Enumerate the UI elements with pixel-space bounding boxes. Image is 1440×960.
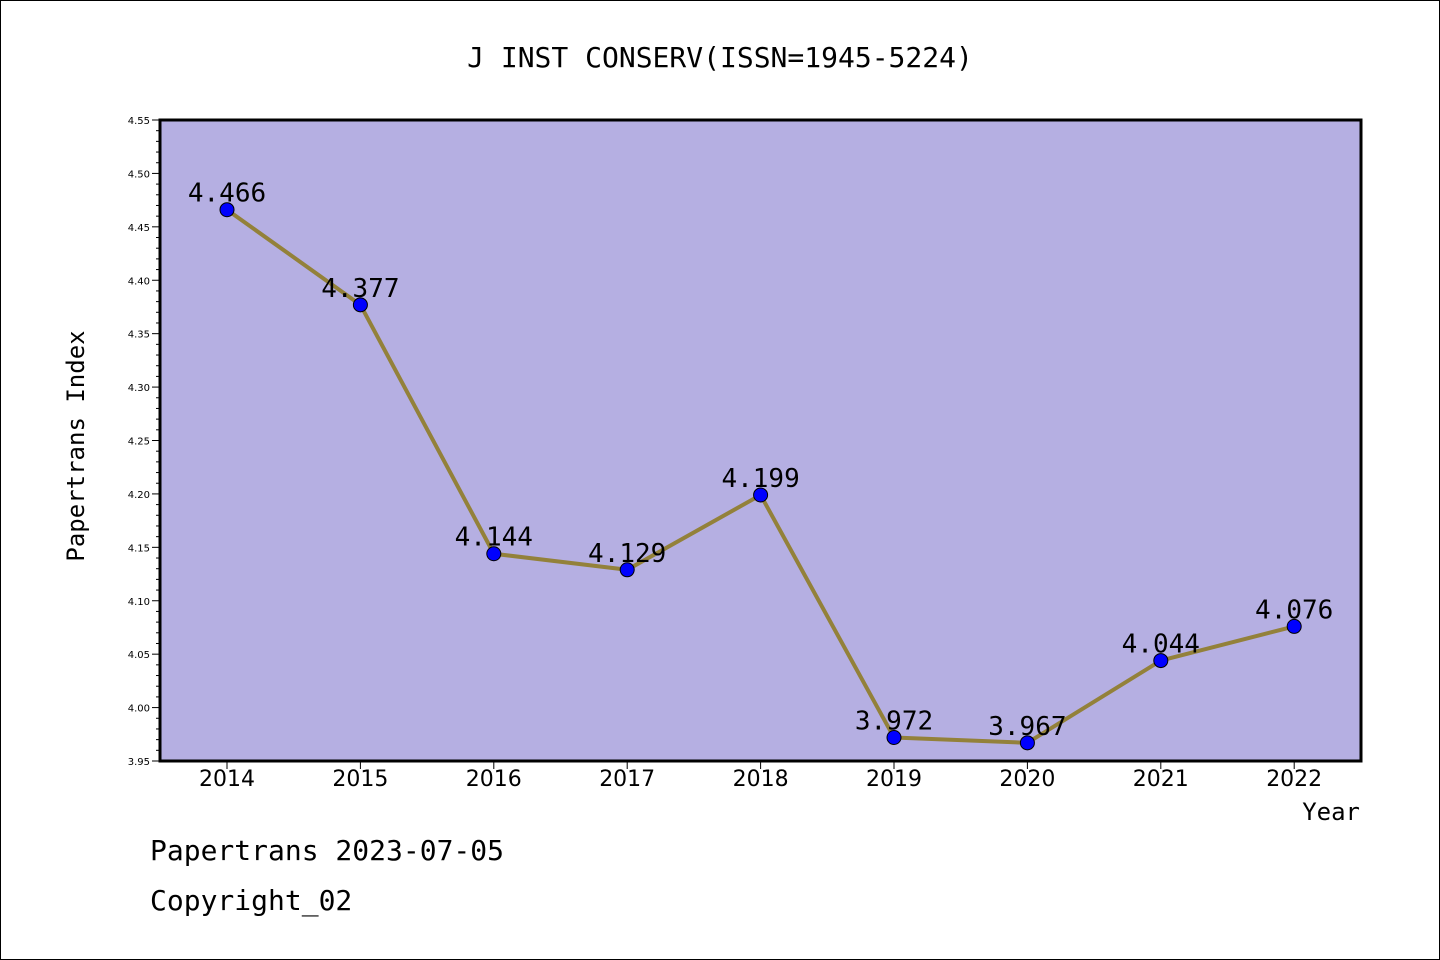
x-axis-label: Year [1302,798,1360,826]
series-line [219,202,1302,751]
data-point [1019,735,1035,751]
y-axis: 3.95 4.00 4.05 4.10 4.15 4.20 4.25 4.30 4.35 4.40… [128,116,160,768]
y-tick-label: 4.35 [128,330,150,341]
data-label: 4.466 [188,179,266,209]
x-tick-label: 2022 [1266,767,1322,792]
data-label: 4.199 [721,464,799,494]
x-tick-label: 2014 [199,767,255,792]
y-tick-label: 4.30 [128,383,150,394]
chart-title: J INST CONSERV(ISSN=1945-5224) [467,41,973,74]
footer-copyright: Copyright_02 [150,884,353,917]
y-tick-label: 4.45 [128,223,150,234]
footer-date: Papertrans 2023-07-05 [150,834,505,867]
y-tick-label: 4.50 [128,169,150,180]
data-point [219,202,235,218]
y-tick-label: 4.55 [128,116,150,127]
x-tick-label: 2020 [999,767,1055,792]
y-tick-label: 4.20 [128,490,150,501]
x-tick-label: 2016 [466,767,522,792]
y-tick-label: 4.10 [128,597,150,608]
y-tick-label: 4.00 [128,704,150,715]
data-label: 4.144 [455,523,533,553]
y-tick-label: 3.95 [128,757,150,768]
x-axis: 2014 2015 2016 2017 2018 2019 2020 2021 2022 [199,761,1322,792]
data-label: 3.967 [988,712,1066,742]
data-point [753,487,769,503]
data-point [886,729,902,745]
data-point [486,546,502,562]
data-label: 4.076 [1255,595,1333,625]
x-tick-label: 2021 [1133,767,1189,792]
data-label: 4.377 [321,274,399,304]
data-label: 3.972 [855,706,933,736]
y-tick-label: 4.15 [128,543,150,554]
data-labels: 4.466 4.377 4.144 4.129 4.199 3.972 3.967 4.044… [188,179,1333,742]
data-point [352,297,368,313]
data-label: 4.044 [1122,630,1200,660]
data-point [1153,653,1169,669]
x-tick-label: 2017 [599,767,655,792]
y-tick-label: 4.25 [128,437,150,448]
y-tick-label: 4.40 [128,276,150,287]
plot-area [158,118,1363,763]
data-label: 4.129 [588,539,666,569]
data-point [1286,618,1302,634]
x-tick-label: 2015 [332,767,388,792]
y-tick-label: 4.05 [128,650,150,661]
x-tick-label: 2019 [866,767,922,792]
x-tick-label: 2018 [733,767,789,792]
data-point [619,562,635,578]
y-axis-label: Papertrans Index [62,330,90,561]
